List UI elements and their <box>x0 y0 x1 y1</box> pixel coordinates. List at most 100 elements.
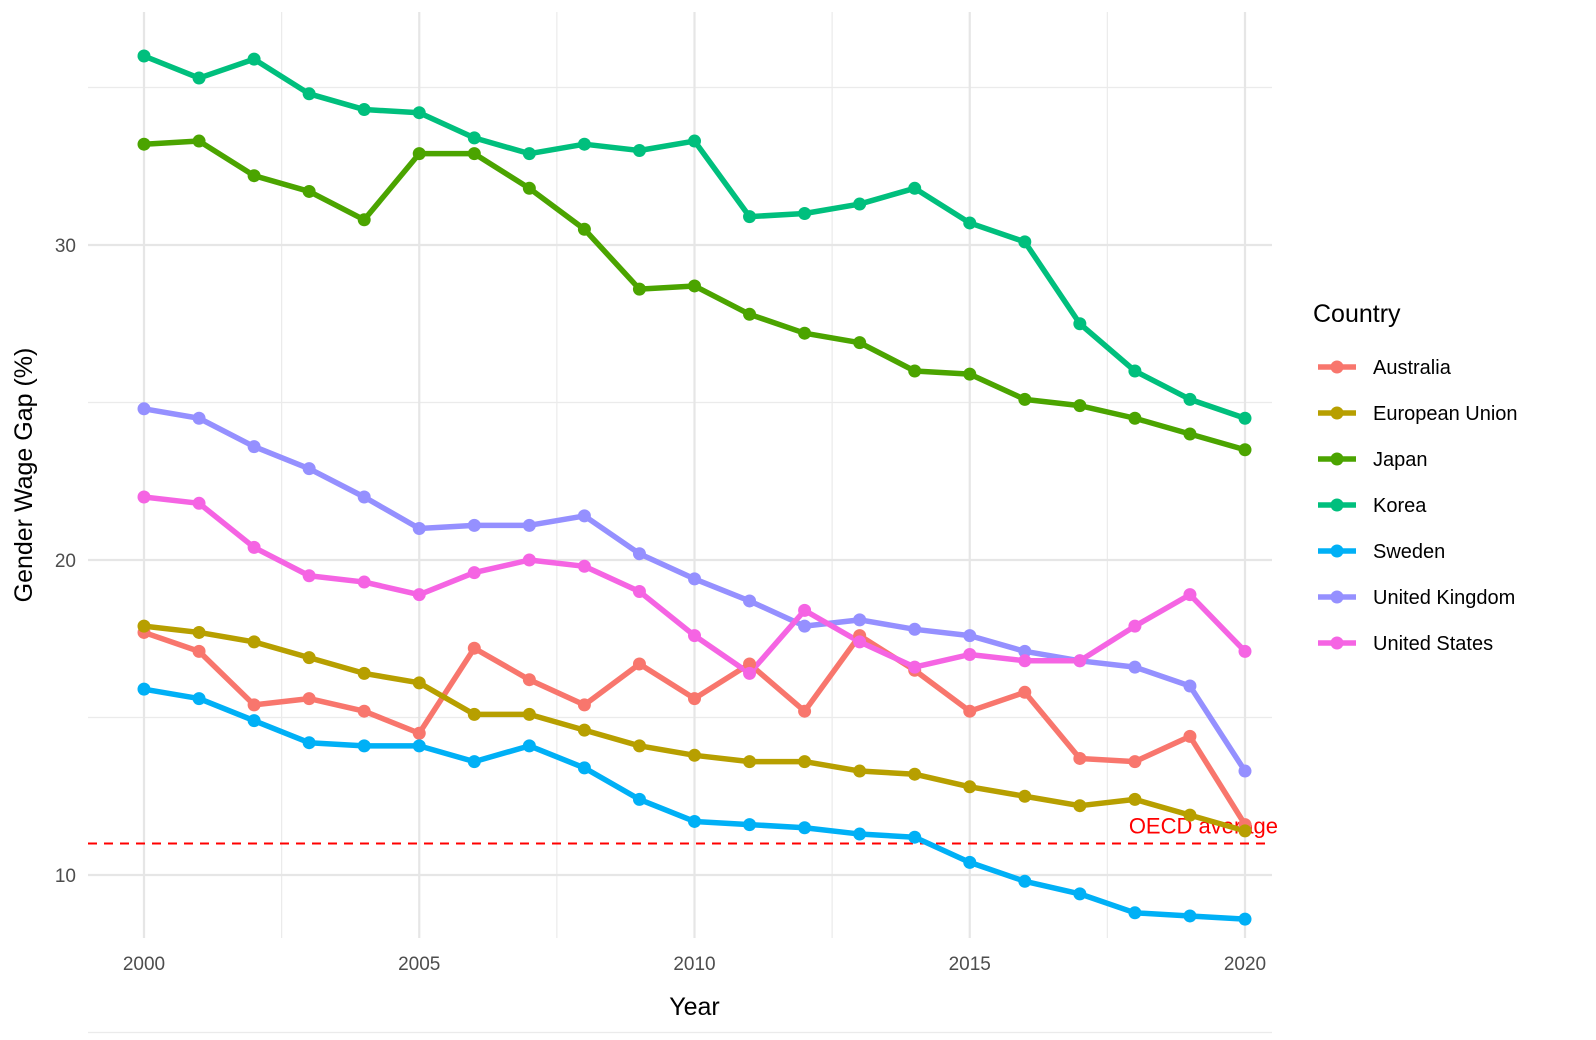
data-point-european-union <box>963 780 977 794</box>
data-point-european-union <box>137 619 151 633</box>
data-point-sweden <box>467 755 481 769</box>
data-point-korea <box>908 181 922 195</box>
data-point-korea <box>963 216 977 230</box>
data-point-sweden <box>688 814 701 828</box>
data-point-australia <box>1073 751 1087 765</box>
data-point-european-union <box>1073 799 1087 813</box>
data-point-united-states <box>357 575 371 589</box>
data-point-united-kingdom <box>1183 679 1197 693</box>
legend-label-sweden: Sweden <box>1373 541 1445 563</box>
data-point-japan <box>137 137 151 151</box>
data-point-united-kingdom <box>302 462 316 476</box>
data-point-united-kingdom <box>247 440 261 454</box>
data-point-united-states <box>798 603 812 617</box>
data-point-japan <box>853 336 867 350</box>
data-point-australia <box>688 692 701 706</box>
legend-key-point <box>1330 636 1344 650</box>
data-point-european-union <box>577 723 591 737</box>
data-point-sweden <box>798 821 812 835</box>
data-point-united-states <box>743 666 757 680</box>
data-point-european-union <box>247 635 261 649</box>
data-point-australia <box>1018 685 1032 699</box>
data-point-korea <box>632 144 646 157</box>
data-point-korea <box>853 197 867 211</box>
data-point-japan <box>688 279 701 293</box>
data-point-united-kingdom <box>908 622 922 636</box>
data-point-european-union <box>467 707 481 721</box>
data-point-united-states <box>302 569 316 583</box>
data-point-japan <box>1183 427 1197 441</box>
legend-key-point <box>1330 360 1344 374</box>
data-point-united-kingdom <box>1238 764 1252 778</box>
legend-label-australia: Australia <box>1373 357 1452 379</box>
data-point-sweden <box>632 792 646 806</box>
data-point-japan <box>1238 443 1252 457</box>
y-axis-title: Gender Wage Gap (%) <box>10 348 38 603</box>
data-point-united-kingdom <box>357 490 371 504</box>
data-point-united-states <box>1183 588 1197 602</box>
data-point-european-union <box>1238 824 1252 838</box>
data-point-australia <box>632 657 646 671</box>
data-point-japan <box>963 367 977 381</box>
data-point-korea <box>798 207 812 220</box>
data-point-european-union <box>357 666 371 680</box>
data-point-european-union <box>743 755 757 769</box>
data-point-sweden <box>577 761 591 775</box>
legend-label-japan: Japan <box>1373 449 1428 471</box>
data-point-australia <box>1183 729 1197 743</box>
data-point-united-kingdom <box>632 547 646 561</box>
data-point-european-union <box>632 739 646 753</box>
data-point-japan <box>632 282 646 296</box>
data-point-australia <box>192 644 206 658</box>
data-point-united-states <box>963 648 977 661</box>
y-tick-label: 10 <box>55 866 76 887</box>
data-point-united-kingdom <box>1018 644 1032 658</box>
legend-key-point <box>1330 452 1344 466</box>
data-point-united-kingdom <box>467 518 481 532</box>
data-point-united-kingdom <box>522 518 536 532</box>
data-point-united-states <box>1073 654 1087 668</box>
data-point-korea <box>743 210 757 224</box>
data-point-australia <box>357 704 371 718</box>
data-point-australia <box>522 673 536 687</box>
data-point-korea <box>1128 364 1142 378</box>
x-tick-label: 2020 <box>1224 954 1266 975</box>
data-point-european-union <box>853 764 867 778</box>
data-point-united-kingdom <box>577 509 591 523</box>
data-point-united-states <box>908 660 922 674</box>
data-point-japan <box>247 169 261 183</box>
data-point-sweden <box>853 827 867 841</box>
data-point-european-union <box>192 625 206 639</box>
data-point-european-union <box>412 676 426 690</box>
data-point-united-states <box>1018 654 1032 668</box>
legend-title: Country <box>1313 300 1401 328</box>
data-point-japan <box>798 326 812 340</box>
data-point-sweden <box>522 739 536 753</box>
data-point-japan <box>1128 411 1142 425</box>
data-point-japan <box>302 184 316 198</box>
data-point-sweden <box>1128 906 1142 920</box>
data-point-japan <box>357 213 371 227</box>
minor-gridlines <box>88 12 1272 1034</box>
data-point-australia <box>963 704 977 718</box>
data-point-japan <box>743 307 757 321</box>
data-point-united-states <box>688 629 701 643</box>
data-point-united-kingdom <box>853 613 867 627</box>
data-point-sweden <box>963 855 977 869</box>
data-point-sweden <box>137 682 151 696</box>
data-point-european-union <box>1183 808 1197 822</box>
data-point-united-states <box>247 540 261 554</box>
data-point-european-union <box>1018 789 1032 803</box>
data-point-korea <box>577 137 591 151</box>
data-point-united-kingdom <box>963 629 977 643</box>
data-point-united-states <box>1128 619 1142 633</box>
data-point-korea <box>1073 317 1087 331</box>
data-point-european-union <box>798 755 812 769</box>
y-axis-ticks: 10 20 30 <box>55 236 76 887</box>
x-tick-label: 2010 <box>673 954 715 975</box>
data-point-sweden <box>302 736 316 750</box>
data-point-australia <box>743 657 757 671</box>
data-point-korea <box>1018 235 1032 249</box>
